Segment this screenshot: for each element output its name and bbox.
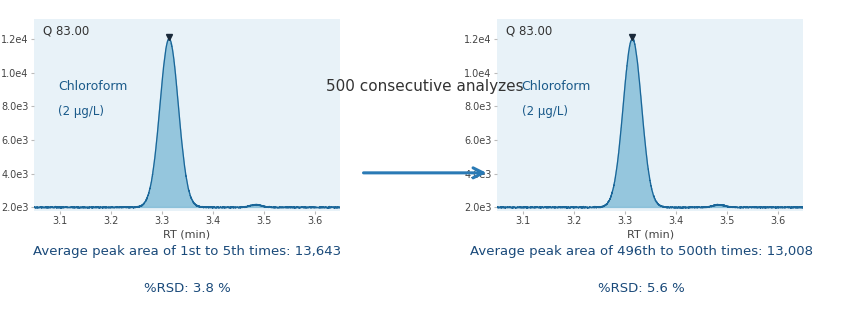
Text: Chloroform: Chloroform <box>59 80 128 93</box>
Text: Average peak area of 1st to 5th times: 13,643: Average peak area of 1st to 5th times: 1… <box>33 245 341 258</box>
Text: 500 consecutive analyzes: 500 consecutive analyzes <box>326 79 524 94</box>
Text: (2 μg/L): (2 μg/L) <box>59 105 105 118</box>
X-axis label: RT (min): RT (min) <box>163 229 211 239</box>
Text: (2 μg/L): (2 μg/L) <box>522 105 568 118</box>
Text: Average peak area of 496th to 500th times: 13,008: Average peak area of 496th to 500th time… <box>470 245 813 258</box>
Text: Q 83.00: Q 83.00 <box>43 24 89 38</box>
Text: Q 83.00: Q 83.00 <box>507 24 552 38</box>
Text: Chloroform: Chloroform <box>522 80 591 93</box>
X-axis label: RT (min): RT (min) <box>626 229 674 239</box>
Text: %RSD: 5.6 %: %RSD: 5.6 % <box>598 282 685 295</box>
Text: %RSD: 3.8 %: %RSD: 3.8 % <box>144 282 230 295</box>
